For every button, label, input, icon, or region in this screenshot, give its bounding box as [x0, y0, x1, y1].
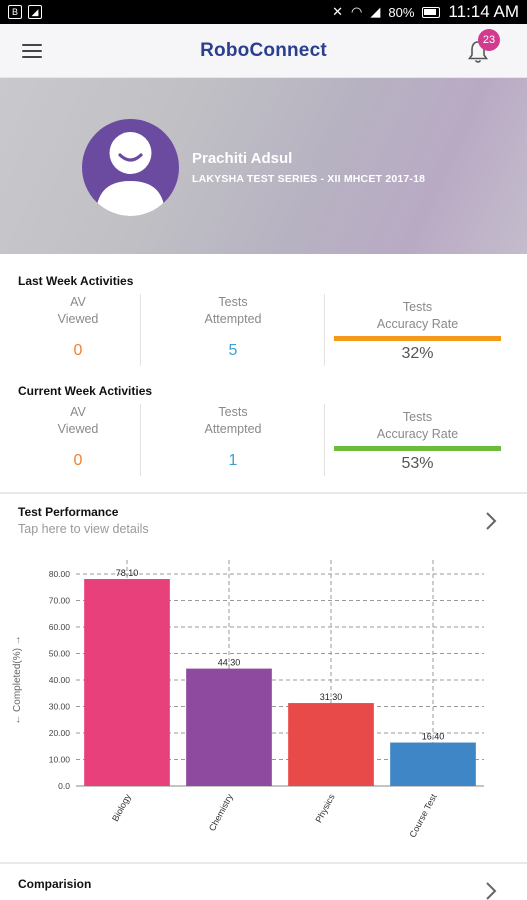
battery-level: 80%	[388, 4, 415, 20]
accuracy-label: Tests	[402, 300, 433, 314]
av-label-2: Viewed	[57, 422, 99, 436]
divider	[140, 404, 141, 476]
bar-biology	[84, 579, 170, 786]
notification-badge[interactable]: 23	[478, 29, 500, 51]
current-week-tests: Tests Attempted 1	[170, 404, 296, 470]
y-tick-label: 20.00	[49, 728, 71, 738]
current-week-title: Current Week Activities	[18, 384, 153, 398]
accuracy-label-2: Accuracy Rate	[376, 427, 459, 441]
bar-course-test	[390, 742, 476, 786]
current-week-av: AV Viewed 0	[30, 404, 126, 470]
y-tick-label: 70.00	[49, 596, 71, 606]
app-title: RoboConnect	[200, 39, 327, 61]
mute-icon: ✕	[332, 4, 344, 19]
test-performance-subtitle: Tap here to view details	[18, 522, 149, 536]
av-label: AV	[70, 295, 86, 309]
av-label: AV	[70, 405, 86, 419]
bar-chemistry	[186, 668, 272, 786]
accuracy-value: 32%	[401, 345, 434, 362]
y-tick-label: 50.00	[49, 649, 71, 659]
test-performance-title: Test Performance	[18, 505, 119, 519]
profile-name: Prachiti Adsul	[192, 150, 293, 167]
av-value: 0	[73, 342, 83, 359]
data-label: 78.10	[116, 568, 139, 578]
tests-label-2: Attempted	[204, 422, 262, 436]
accuracy-value: 53%	[401, 455, 434, 472]
last-week-av: AV Viewed 0	[30, 294, 126, 360]
y-tick-label: 60.00	[49, 622, 71, 632]
x-tick-label: Biology	[110, 792, 133, 823]
wifi-icon: ◠	[351, 4, 363, 19]
signal-icon: ◢	[370, 4, 381, 19]
bar-physics	[288, 703, 374, 786]
test-performance-chart: 0.0 10.00 20.00 30.00 40.00 50.00 60.00 70.00 80…	[12, 560, 484, 839]
accuracy-label-2: Accuracy Rate	[376, 317, 459, 331]
x-tick-label: Course Test	[407, 792, 439, 839]
app-bar: RoboConnect 23	[0, 24, 527, 78]
tests-label: Tests	[218, 405, 248, 419]
y-tick-label: 80.00	[49, 569, 71, 579]
av-value: 0	[73, 452, 83, 469]
notification-icon: B	[8, 5, 22, 19]
profile-course: LAKYSHA TEST SERIES - XII MHCET 2017-18	[192, 173, 426, 185]
last-week-title: Last Week Activities	[18, 274, 134, 288]
tests-value: 5	[228, 342, 238, 359]
image-icon: ◢	[28, 5, 42, 19]
accuracy-bar	[334, 446, 501, 451]
av-label-2: Viewed	[57, 312, 99, 326]
data-label: 31.30	[320, 692, 343, 702]
clock: 11:14 AM	[448, 2, 519, 21]
chevron-right-icon[interactable]	[484, 881, 498, 900]
divider	[324, 404, 325, 476]
x-tick-label: Physics	[313, 792, 337, 825]
tests-value: 1	[228, 452, 238, 469]
last-week-tests: Tests Attempted 5	[170, 294, 296, 360]
y-axis-label: ← Completed(%) →	[12, 635, 23, 724]
data-label: 44.30	[218, 658, 241, 668]
status-bar: B ◢ ✕ ◠ ◢ 80% 11:14 AM	[0, 0, 527, 24]
y-tick-label: 30.00	[49, 702, 71, 712]
data-label: 16.40	[422, 732, 445, 742]
last-week-accuracy: Tests Accuracy Rate 32%	[334, 299, 501, 363]
avatar[interactable]	[82, 119, 179, 216]
divider	[324, 294, 325, 366]
y-tick-label: 40.00	[49, 675, 71, 685]
tests-label: Tests	[218, 295, 248, 309]
divider	[140, 294, 141, 366]
chevron-right-icon[interactable]	[484, 511, 498, 531]
user-avatar-icon	[96, 132, 165, 216]
x-tick-label: Chemistry	[207, 792, 235, 833]
y-tick-label: 0.0	[58, 781, 70, 791]
current-week-accuracy: Tests Accuracy Rate 53%	[334, 409, 501, 473]
y-tick-label: 10.00	[49, 755, 71, 765]
battery-icon	[422, 6, 441, 18]
accuracy-bar	[334, 336, 501, 341]
profile-banner: Prachiti Adsul LAKYSHA TEST SERIES - XII…	[0, 78, 527, 254]
tests-label-2: Attempted	[204, 312, 262, 326]
section-divider	[0, 492, 527, 494]
section-divider	[0, 862, 527, 864]
comparison-title: Comparision	[18, 877, 92, 891]
hamburger-menu-icon[interactable]	[22, 44, 42, 58]
accuracy-label: Tests	[402, 410, 433, 424]
